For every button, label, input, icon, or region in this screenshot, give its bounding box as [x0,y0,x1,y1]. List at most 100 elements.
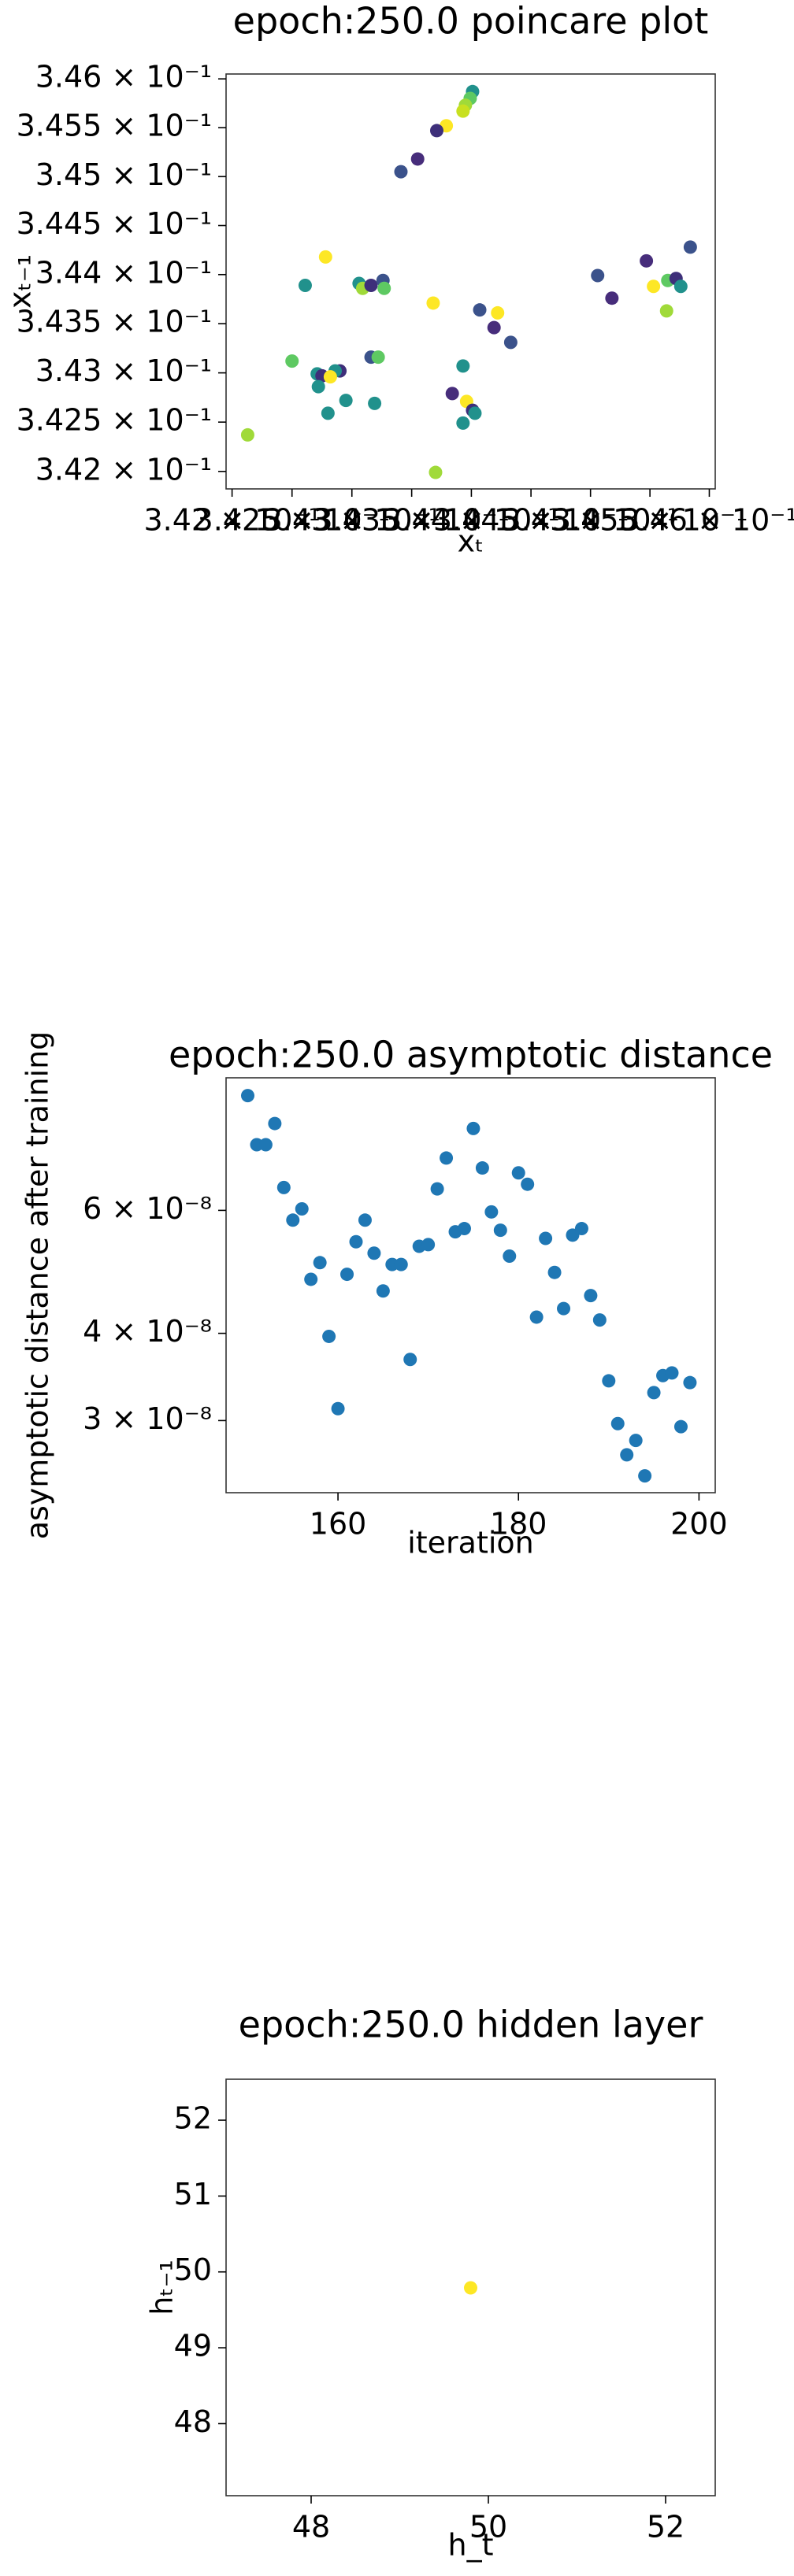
point [371,350,385,365]
point [493,1223,507,1238]
y-tick-label: 3.46 × 10⁻¹ [35,60,212,94]
point [349,1234,363,1249]
point [323,370,337,384]
point [313,1256,327,1270]
y-tick-label: 3.435 × 10⁻¹ [17,305,212,339]
y-tick-label: 49 [174,2329,212,2363]
point [503,335,518,350]
y-tick-label: 50 [174,2252,212,2287]
point [358,1213,372,1227]
y-tick-label: 3.44 × 10⁻¹ [35,255,212,290]
point [311,379,325,394]
x-tick-label: 3.455 × 10⁻¹ [552,503,748,538]
point [298,278,312,292]
point [394,165,408,179]
x-tick-label: 3.46 × 10⁻¹ [621,503,794,538]
point [367,1246,381,1260]
point [557,1301,571,1316]
chart-title: epoch:250.0 asymptotic distance [169,1034,773,1076]
point [410,152,425,166]
point [640,254,654,268]
point [240,1089,254,1103]
point [647,279,661,294]
point [521,1177,535,1191]
point [547,1265,562,1279]
point [394,1257,408,1271]
y-tick-label: 3.45 × 10⁻¹ [35,157,212,192]
x-tick-label: 3.44 × 10⁻¹ [383,503,559,538]
point [592,1313,607,1327]
y-tick-label: 51 [174,2177,212,2211]
point [331,1401,345,1416]
point [340,1268,354,1282]
chart-title: epoch:250.0 hidden layer [239,2004,703,2046]
point [602,1374,616,1388]
x-tick-label: 160 [310,1507,367,1542]
y-tick-label: 6 × 10⁻⁸ [83,1191,212,1226]
point [304,1272,318,1286]
point [629,1434,643,1448]
point [403,1353,417,1367]
x-tick-label: 200 [670,1507,728,1542]
x-tick-label: 52 [647,2510,685,2545]
y-tick-label: 48 [174,2404,212,2439]
point [286,1213,300,1227]
x-axis-label: iteration [407,1526,534,1560]
point [673,1419,688,1434]
x-tick-label: 3.43 × 10⁻¹ [264,503,440,538]
y-tick-label: 3.425 × 10⁻¹ [17,403,212,438]
point [258,1138,273,1152]
point [605,291,619,305]
plot-frame [225,2078,716,2496]
point [456,359,470,373]
x-tick-label: 180 [490,1507,547,1542]
point [584,1289,598,1303]
point [683,1375,697,1390]
point [318,250,332,264]
x-axis-label: xₜ [458,524,484,559]
point [647,1386,661,1400]
point [610,1416,625,1430]
point [529,1310,544,1324]
y-tick-label: 3.455 × 10⁻¹ [17,109,212,143]
point [464,2281,477,2295]
point [620,1448,634,1462]
point [339,394,353,408]
x-tick-label: 3.42 × 10⁻¹ [143,503,320,538]
point [473,303,487,317]
y-tick-label: 4 × 10⁻⁸ [83,1314,212,1349]
point [484,1205,499,1219]
point [659,304,673,318]
point [368,396,382,410]
point [491,305,505,320]
point [240,427,254,442]
y-tick-label: 3.42 × 10⁻¹ [35,452,212,487]
y-tick-label: 3.445 × 10⁻¹ [17,206,212,241]
point [487,320,501,335]
point [322,1329,336,1343]
point [665,1366,679,1380]
plot-frame [225,1077,716,1493]
x-tick-label: 3.425 × 10⁻¹ [195,503,390,538]
point [364,278,378,292]
point [440,1151,454,1165]
point [574,1222,588,1236]
point [426,296,440,310]
point [475,1161,489,1175]
x-tick-label: 3.435 × 10⁻¹ [314,503,509,538]
point [539,1231,553,1245]
point [445,387,459,401]
point [429,124,443,138]
point [295,1201,309,1216]
point [421,1238,436,1252]
point [376,1284,390,1298]
point [468,406,482,420]
x-tick-label: 48 [292,2510,330,2545]
point [276,1180,291,1194]
point [511,1166,525,1180]
point [503,1249,517,1263]
y-tick-label: 3.43 × 10⁻¹ [35,353,212,388]
y-axis-label: hₜ₋₁ [145,2260,180,2315]
point [321,406,335,420]
